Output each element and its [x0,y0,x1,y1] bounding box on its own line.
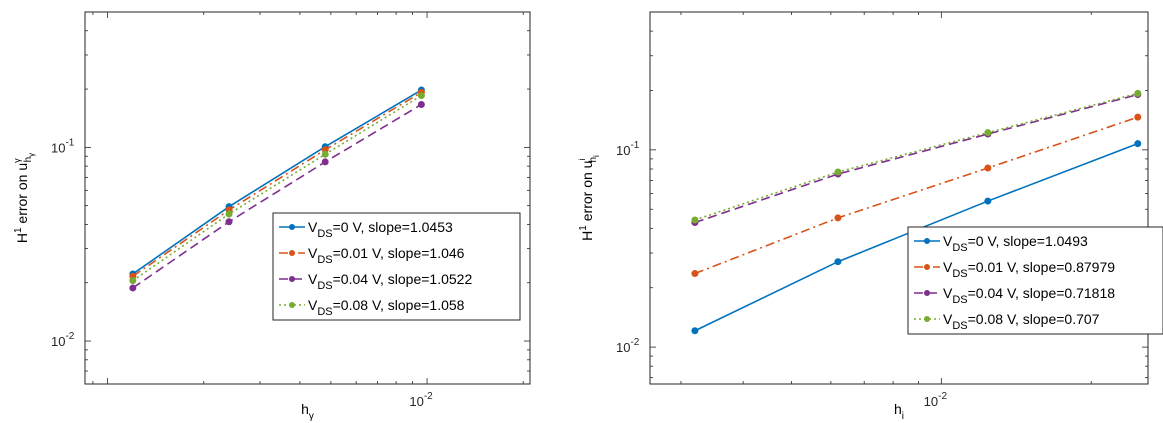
data-point [691,216,699,224]
axes-box [649,11,1149,385]
data-point [129,284,137,292]
legend-marker [289,250,295,256]
series-line-1 [132,89,422,275]
data-point [321,150,329,158]
x-tick-label: 10-2 [924,391,948,409]
legend-entry-3: VDS=0.04 V, slope=1.0522 [308,271,472,292]
data-point [225,218,233,226]
legend-marker [924,238,930,244]
legend-entry-1: VDS=0 V, slope=1.0453 [308,219,453,240]
y-tick-label: 10-2 [51,331,75,349]
data-point [1134,140,1142,148]
series-line-2 [694,116,1139,275]
series-line-3 [132,103,422,289]
data-point [1134,113,1142,121]
data-point [834,214,842,222]
series-line-4 [132,94,422,282]
legend-entry-4: VDS=0.08 V, slope=1.058 [308,297,465,318]
y-tick-label: 10-1 [51,137,75,155]
chart-panel-1: 10-2 10-2 10-1 hγ H1 error on uγhγ VDS=0 V, s… [12,11,531,422]
legend-entry-4: VDS=0.08 V, slope=0.707 [943,311,1100,332]
data-point [984,197,992,205]
legend-marker [924,316,930,322]
y-tick-label: 10-1 [616,140,640,158]
x-axis-label: hγ [301,401,314,422]
legend-marker [924,264,930,270]
data-point [984,129,992,137]
data-point [321,158,329,166]
chart-panel-2: 10-2 10-2 10-1 hi H1 error on uihi VDS=0 V, s… [577,11,1163,422]
legend-box [907,226,1163,335]
legend-box [272,212,521,321]
data-point [225,210,233,218]
legend-entry-2: VDS=0.01 V, slope=1.046 [308,245,465,266]
x-axis-label: hi [894,401,904,422]
plot-area [85,12,530,384]
data-point [691,327,699,335]
axes-box [84,11,531,385]
series-line-3 [694,93,1138,224]
data-point [1134,89,1142,97]
series-line-2 [132,91,422,277]
data-point [417,100,425,108]
legend-entry-1: VDS=0 V, slope=1.0493 [943,233,1088,254]
data-point [129,277,137,285]
legend-marker [289,224,295,230]
data-point [691,270,699,278]
y-tick-label: 10-2 [616,337,640,355]
data-point [834,258,842,266]
legend-entry-2: VDS=0.01 V, slope=0.87979 [943,259,1115,280]
legend-marker [289,302,295,308]
legend-marker [924,290,930,296]
y-axis-label: H1 error on uihi [577,155,601,241]
y-axis-label: H1 error on uγhγ [12,153,36,243]
legend-entry-3: VDS=0.04 V, slope=0.71818 [943,285,1115,306]
data-point [984,164,992,172]
legend-marker [289,276,295,282]
data-point [834,168,842,176]
x-tick-label: 10-2 [409,391,433,409]
series-line-4 [694,92,1138,221]
data-point [417,92,425,100]
